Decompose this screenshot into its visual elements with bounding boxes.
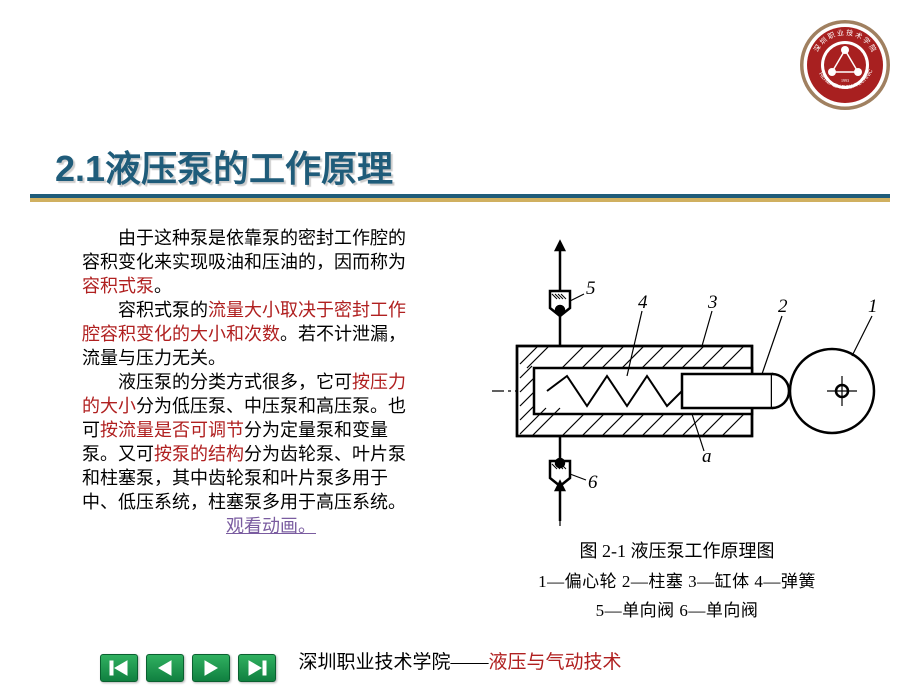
slide: 深 圳 职 业 技 术 学 院 SHENZHEN POLYTECHNIC 199…: [0, 0, 920, 690]
footer-school: 深圳职业技术学院——: [298, 652, 488, 673]
svg-text:1: 1: [868, 296, 878, 317]
svg-text:6: 6: [588, 472, 598, 493]
paragraph-3: 液压泵的分类方式很多，它可按压力的大小分为低压泵、中压泵和高压泵。也可按流量是否…: [82, 370, 422, 514]
school-logo: 深 圳 职 业 技 术 学 院 SHENZHEN POLYTECHNIC 199…: [800, 20, 890, 110]
svg-text:4: 4: [638, 292, 648, 313]
diagram-legend-2: 5—单向阀 6—单向阀: [472, 596, 882, 621]
footer-course: 液压与气动技术: [489, 652, 622, 673]
svg-text:2: 2: [778, 296, 788, 317]
slide-title: 2.1液压泵的工作原理: [55, 140, 393, 192]
paragraph-2: 容积式泵的流量大小取决于密封工作腔容积变化的大小和次数。若不计泄漏，流量与压力无…: [82, 298, 422, 370]
diagram-legend-1: 1—偏心轮 2—柱塞 3—缸体 4—弹簧: [472, 567, 882, 592]
diagram-caption: 图 2-1 液压泵工作原理图: [472, 537, 882, 563]
svg-text:1993: 1993: [841, 78, 849, 83]
paragraph-1: 由于这种泵是依靠泵的密封工作腔的容积变化来实现吸油和压油的，因而称为容积式泵。: [82, 226, 422, 298]
svg-text:a: a: [702, 446, 712, 467]
body-text: 由于这种泵是依靠泵的密封工作腔的容积变化来实现吸油和压油的，因而称为容积式泵。 …: [82, 226, 422, 538]
title-underline-light: [30, 198, 890, 202]
watch-animation-link[interactable]: 观看动画。: [154, 514, 316, 538]
svg-text:3: 3: [707, 292, 718, 313]
pump-diagram: 1 2 3 4 5 6 a 图 2-1 液压泵工作原理图 1—偏心轮 2—柱塞 …: [472, 236, 882, 621]
svg-text:5: 5: [586, 278, 596, 299]
footer: 深圳职业技术学院——液压与气动技术: [0, 647, 920, 674]
diagram-svg: 1 2 3 4 5 6 a: [472, 236, 882, 526]
